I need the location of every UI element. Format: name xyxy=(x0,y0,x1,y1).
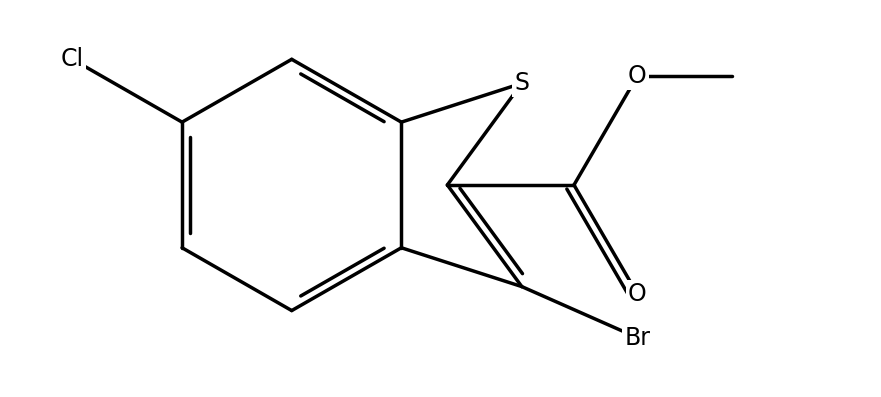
Text: O: O xyxy=(628,282,647,306)
Text: Br: Br xyxy=(625,326,650,350)
Text: S: S xyxy=(515,71,529,95)
Text: O: O xyxy=(628,64,647,88)
Text: Cl: Cl xyxy=(61,47,84,71)
